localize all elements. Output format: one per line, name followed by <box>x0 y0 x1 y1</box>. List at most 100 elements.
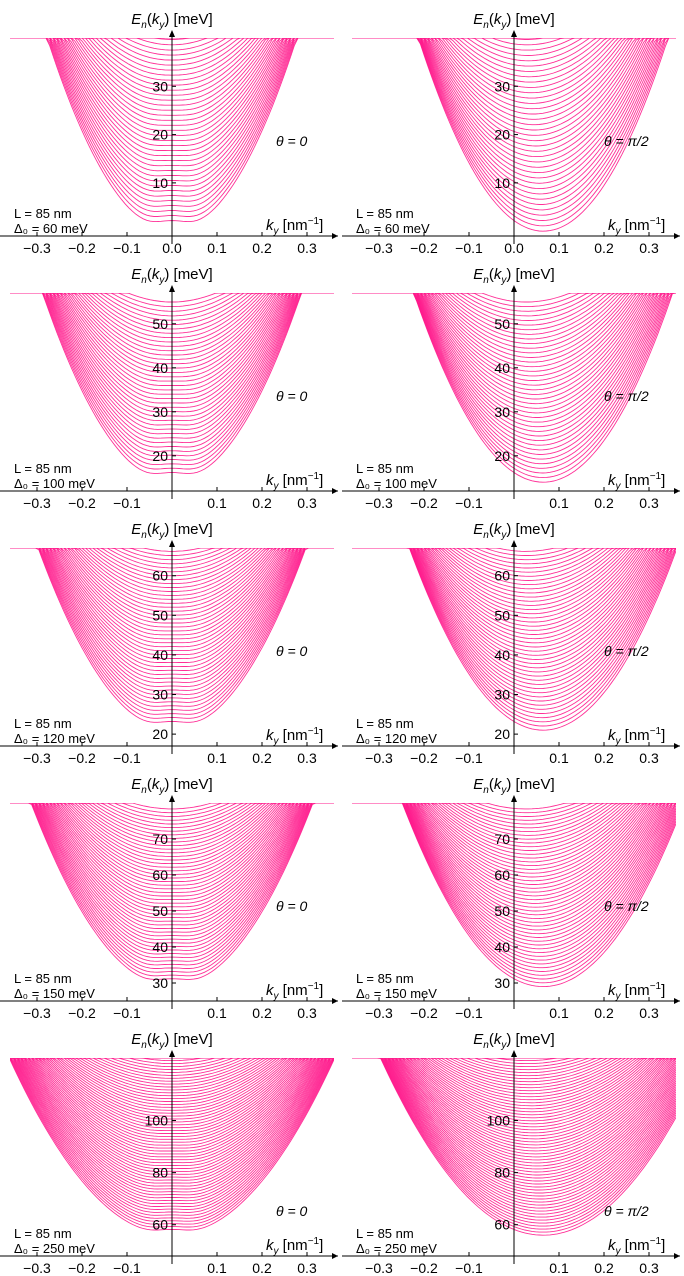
x-tick-label: 0.2 <box>594 1005 614 1021</box>
delta-label: Δ₀ = 250 meV <box>14 1241 95 1256</box>
theta-label: θ = π/2 <box>604 898 649 914</box>
x-tick-label: 0.2 <box>252 750 272 766</box>
y-tick-label: 40 <box>494 939 510 955</box>
x-tick-label: 0.1 <box>207 1260 227 1276</box>
y-tick-label: 40 <box>152 647 168 663</box>
y-axis-label: En(ky) [meV] <box>131 521 212 541</box>
x-axis-label: ky [nm−1] <box>608 471 665 492</box>
y-tick-label: 70 <box>152 831 168 847</box>
theta-label: θ = π/2 <box>604 388 649 404</box>
x-tick-label: 0.2 <box>594 750 614 766</box>
y-axis-label: En(ky) [meV] <box>473 776 554 796</box>
theta-label: θ = π/2 <box>604 643 649 659</box>
x-tick-label: −0.1 <box>455 240 483 256</box>
y-tick-label: 50 <box>494 607 510 623</box>
y-axis-label: En(ky) [meV] <box>473 521 554 541</box>
theta-label: θ = 0 <box>276 388 308 404</box>
y-axis-label: En(ky) [meV] <box>473 266 554 286</box>
delta-label: Δ₀ = 100 meV <box>356 476 437 491</box>
y-tick-label: 100 <box>487 1113 511 1129</box>
x-tick-label: −0.1 <box>455 750 483 766</box>
y-tick-label: 20 <box>494 127 510 143</box>
theta-label: θ = 0 <box>276 898 308 914</box>
panel-row5-left: −0.3 −0.2 −0.1 0.1 0.2 0.3 60 80 100 En(ky) [meV]… <box>0 1031 338 1276</box>
x-tick-label: 0.3 <box>639 750 659 766</box>
length-label: L = 85 nm <box>356 1226 414 1241</box>
x-axis-label: ky [nm−1] <box>608 981 665 1002</box>
panel-row1-right: −0.3 −0.2 −0.1 0.0 0.1 0.2 0.3 10 20 30 En(ky) [me… <box>342 11 680 256</box>
y-tick-label: 60 <box>152 867 168 883</box>
y-axis-arrow <box>511 285 517 292</box>
length-label: L = 85 nm <box>14 971 72 986</box>
x-tick-label: −0.2 <box>68 750 96 766</box>
x-axis-label: ky [nm−1] <box>266 981 323 1002</box>
y-tick-label: 40 <box>494 647 510 663</box>
delta-label: Δ₀ = 120 meV <box>356 731 437 746</box>
x-axis-arrow <box>674 488 680 494</box>
x-tick-label: −0.1 <box>113 240 141 256</box>
x-tick-label: −0.3 <box>23 240 51 256</box>
panel-row2-left: −0.3 −0.2 −0.1 0.1 0.2 0.3 20 30 40 50 En(ky) [meV… <box>0 266 338 511</box>
x-tick-label: −0.3 <box>365 750 393 766</box>
x-axis-label: ky [nm−1] <box>608 216 665 237</box>
x-tick-label: 0.3 <box>297 495 317 511</box>
x-axis-arrow <box>332 488 338 494</box>
y-tick-label: 60 <box>494 1217 510 1233</box>
y-tick-label: 80 <box>152 1165 168 1181</box>
length-label: L = 85 nm <box>14 716 72 731</box>
delta-label: Δ₀ = 60 meV <box>14 221 88 236</box>
y-tick-label: 50 <box>152 903 168 919</box>
x-tick-label: 0.1 <box>207 240 227 256</box>
x-axis-label: ky [nm−1] <box>266 216 323 237</box>
y-tick-label: 10 <box>494 175 510 191</box>
x-tick-label: 0.1 <box>207 495 227 511</box>
x-tick-label: 0.2 <box>594 1260 614 1276</box>
x-axis-label: ky [nm−1] <box>266 1236 323 1257</box>
delta-label: Δ₀ = 100 meV <box>14 476 95 491</box>
y-tick-label: 50 <box>152 316 168 332</box>
x-tick-label: −0.1 <box>113 750 141 766</box>
y-axis-arrow <box>169 540 175 547</box>
y-tick-label: 100 <box>145 1113 169 1129</box>
x-tick-label: −0.2 <box>410 750 438 766</box>
y-axis-arrow <box>169 795 175 802</box>
y-tick-label: 50 <box>152 607 168 623</box>
y-tick-label: 60 <box>152 568 168 584</box>
theta-label: θ = 0 <box>276 643 308 659</box>
y-tick-label: 50 <box>494 903 510 919</box>
delta-label: Δ₀ = 120 meV <box>14 731 95 746</box>
x-tick-label: 0.2 <box>252 1260 272 1276</box>
x-tick-label: 0.0 <box>504 240 524 256</box>
y-tick-label: 70 <box>494 831 510 847</box>
y-tick-label: 20 <box>152 726 168 742</box>
x-tick-label: −0.3 <box>365 240 393 256</box>
x-axis-arrow <box>674 1253 680 1259</box>
x-tick-label: −0.3 <box>23 1260 51 1276</box>
theta-label: θ = π/2 <box>604 133 649 149</box>
x-tick-label: 0.2 <box>594 240 614 256</box>
x-tick-label: −0.1 <box>455 495 483 511</box>
y-tick-label: 20 <box>152 127 168 143</box>
y-axis-arrow <box>511 30 517 37</box>
y-axis-label: En(ky) [meV] <box>131 266 212 286</box>
x-axis-arrow <box>332 233 338 239</box>
panel-row2-right: −0.3 −0.2 −0.1 0.1 0.2 0.3 20 30 40 50 En(ky) [meV… <box>342 266 680 511</box>
length-label: L = 85 nm <box>356 971 414 986</box>
x-tick-label: 0.3 <box>297 1260 317 1276</box>
y-tick-label: 30 <box>152 78 168 94</box>
x-tick-label: −0.1 <box>113 1260 141 1276</box>
x-tick-label: −0.2 <box>68 495 96 511</box>
x-tick-label: −0.2 <box>68 1005 96 1021</box>
y-tick-label: 50 <box>494 316 510 332</box>
x-tick-label: −0.3 <box>365 1260 393 1276</box>
y-tick-label: 20 <box>494 448 510 464</box>
y-axis-label: En(ky) [meV] <box>131 776 212 796</box>
x-axis-arrow <box>332 1253 338 1259</box>
y-tick-label: 30 <box>494 975 510 991</box>
x-tick-label: −0.2 <box>410 1005 438 1021</box>
y-axis-label: En(ky) [meV] <box>131 11 212 31</box>
x-tick-label: −0.2 <box>410 495 438 511</box>
panel-row1-left: −0.3 −0.2 −0.1 0.0 0.1 0.2 0.3 10 20 30 En(ky) [me… <box>0 11 338 256</box>
x-axis-arrow <box>332 998 338 1004</box>
